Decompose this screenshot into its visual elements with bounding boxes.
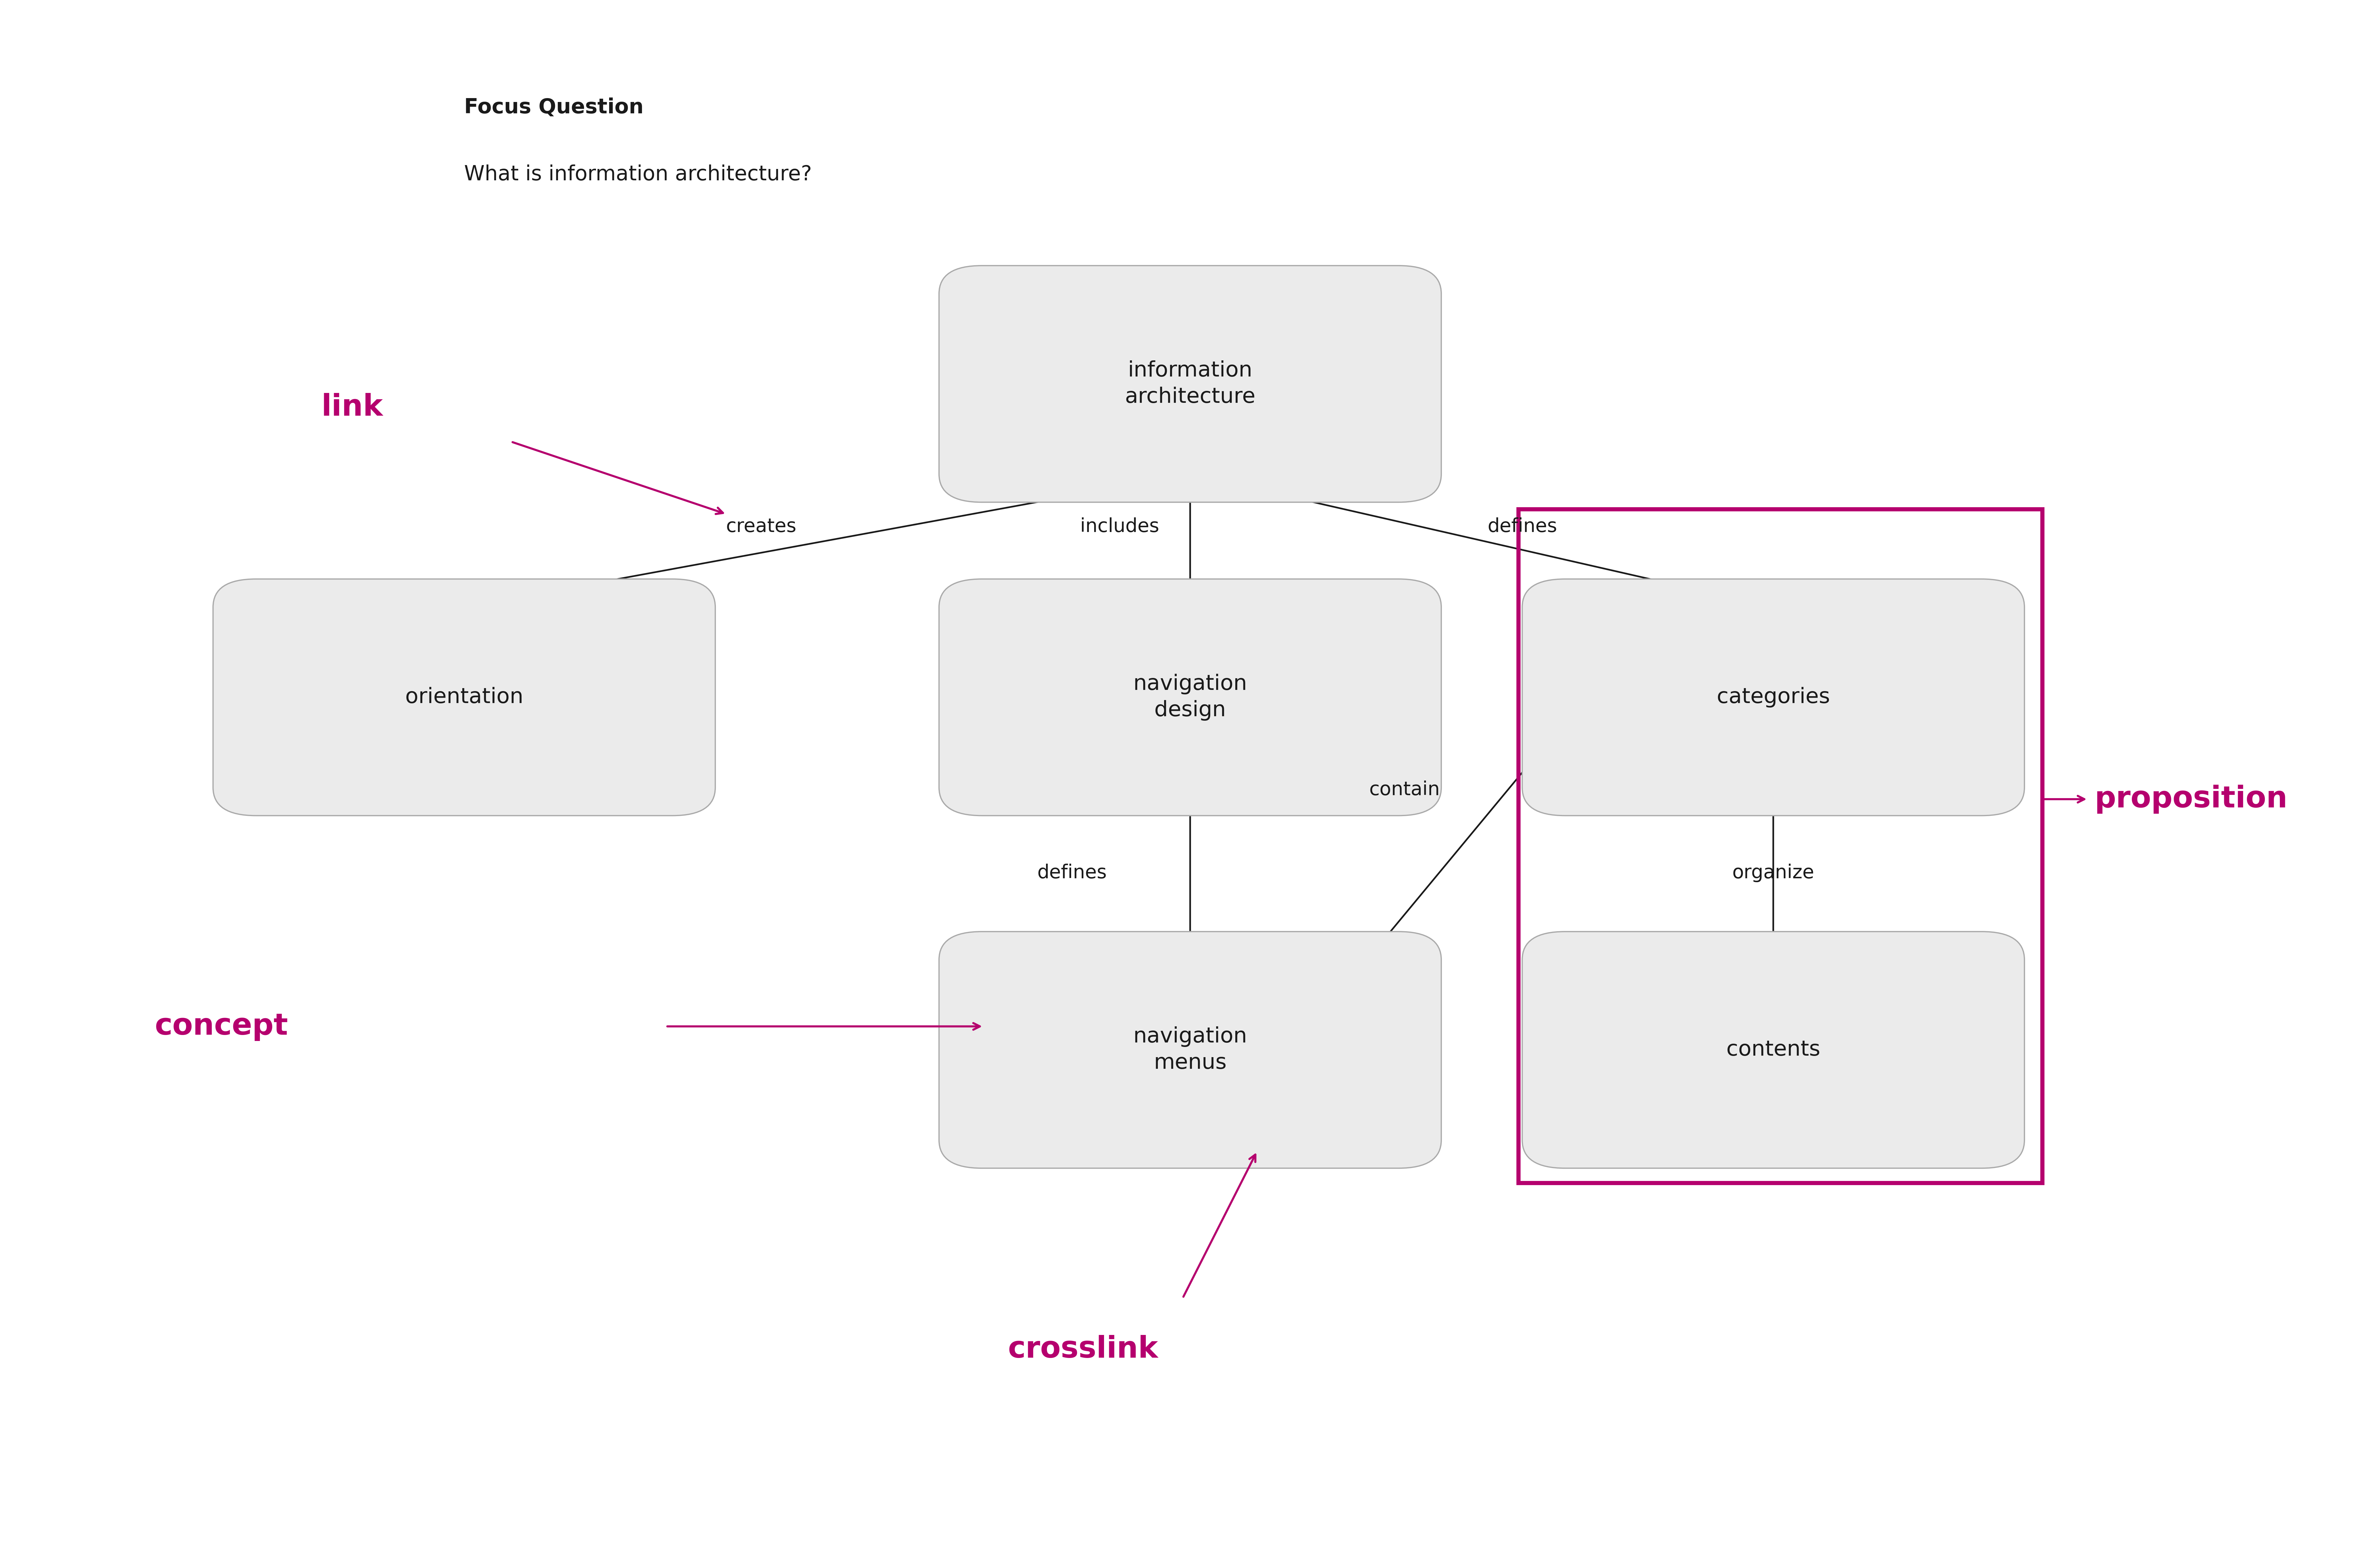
Text: categories: categories [1716, 686, 1830, 708]
FancyBboxPatch shape [938, 266, 1440, 501]
Text: What is information architecture?: What is information architecture? [464, 165, 812, 185]
FancyBboxPatch shape [938, 578, 1440, 815]
Text: contents: contents [1725, 1039, 1821, 1061]
FancyBboxPatch shape [938, 931, 1440, 1169]
Text: navigation
design: navigation design [1133, 674, 1247, 721]
Text: organize: organize [1733, 863, 1814, 882]
FancyBboxPatch shape [1523, 578, 2023, 815]
Text: orientation: orientation [405, 686, 524, 708]
Text: defines: defines [1488, 517, 1557, 536]
FancyBboxPatch shape [214, 578, 714, 815]
Text: navigation
menus: navigation menus [1133, 1026, 1247, 1073]
Text: Focus Question: Focus Question [464, 97, 643, 118]
Text: concept: concept [155, 1012, 288, 1040]
FancyBboxPatch shape [1523, 931, 2023, 1169]
Text: includes: includes [1081, 517, 1159, 536]
Text: information
architecture: information architecture [1126, 360, 1254, 407]
Text: defines: defines [1038, 863, 1107, 882]
Text: creates: creates [726, 517, 797, 536]
Text: proposition: proposition [2094, 785, 2287, 813]
Text: crosslink: crosslink [1007, 1335, 1159, 1365]
Text: contain: contain [1368, 780, 1440, 799]
Text: link: link [321, 393, 383, 422]
